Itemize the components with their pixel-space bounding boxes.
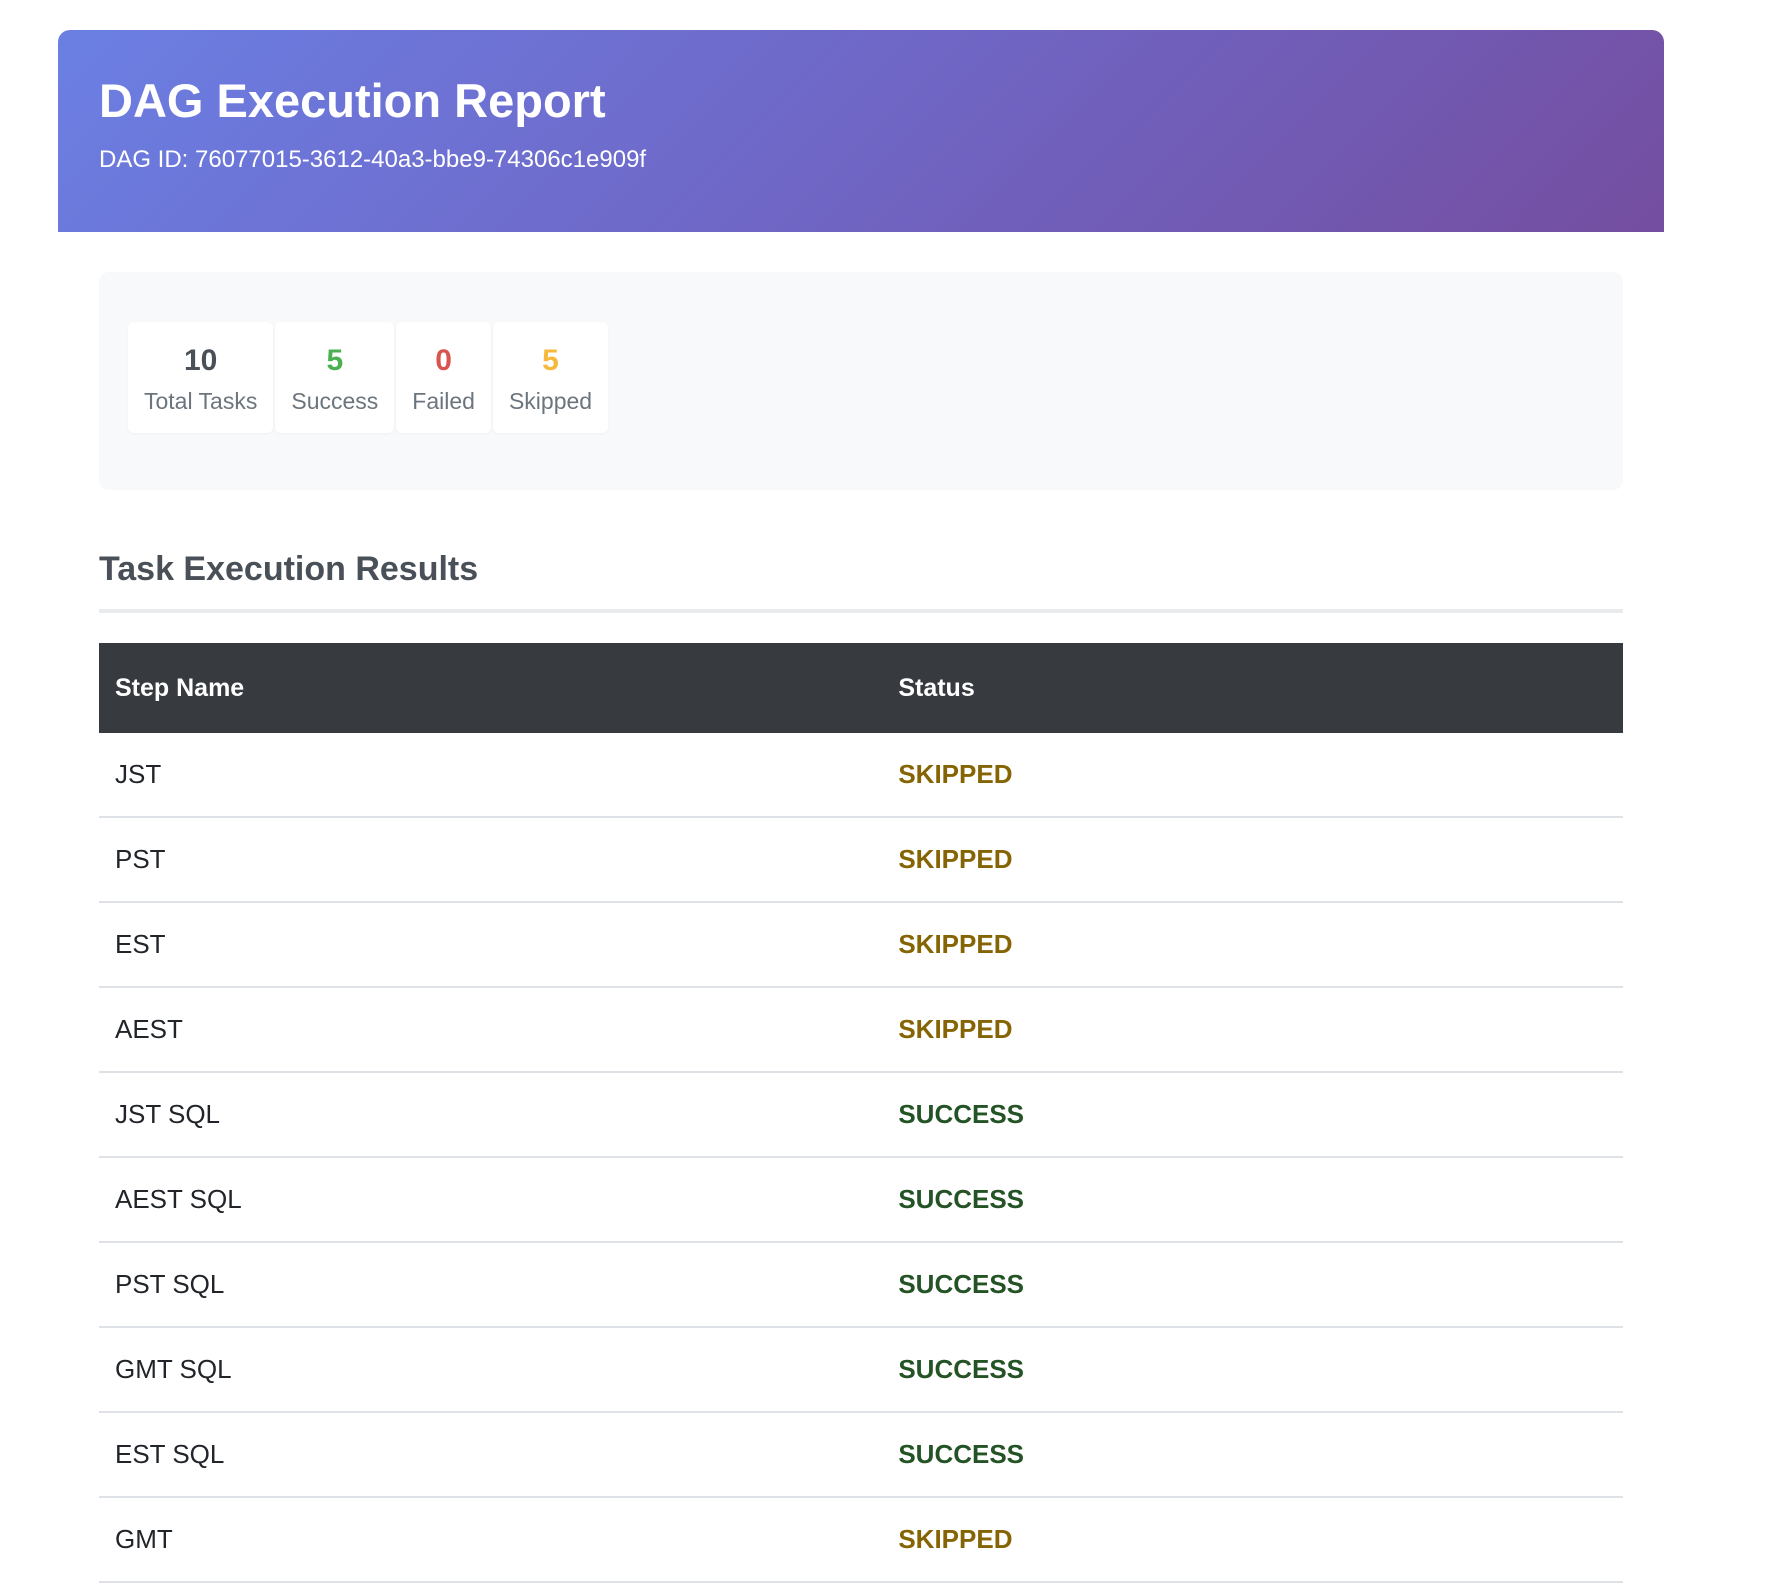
step-name-cell: GMT SQL [99,1327,883,1413]
step-name-cell: EST SQL [99,1412,883,1498]
step-name-cell: GMT [99,1497,883,1583]
stats-row: 10 Total Tasks 5 Success 0 Failed 5 Skip… [128,322,1594,434]
step-name-cell: AEST [99,987,883,1073]
table-row: PST SKIPPED [99,817,1623,903]
step-name-cell: PST SQL [99,1242,883,1328]
status-cell: SUCCESS [882,1327,1623,1413]
stat-label: Skipped [508,387,593,414]
section-title: Task Execution Results [99,550,1623,613]
dag-id-text: DAG ID: 76077015-3612-40a3-bbe9-74306c1e… [99,146,647,174]
stat-total-tasks: 10 Total Tasks [128,322,274,434]
status-cell: SKIPPED [882,817,1623,903]
column-header-status: Status [882,643,1623,733]
table-row: GMT SKIPPED [99,1497,1623,1583]
table-body: JST SKIPPED PST SKIPPED EST SKIPPED AEST… [99,733,1623,1583]
status-cell: SUCCESS [882,1072,1623,1158]
table-row: AEST SKIPPED [99,987,1623,1073]
stat-label: Success [291,387,379,414]
table-row: AEST SQL SUCCESS [99,1157,1623,1243]
step-name-cell: JST SQL [99,1072,883,1158]
status-cell: SUCCESS [882,1157,1623,1243]
step-name-cell: AEST SQL [99,1157,883,1243]
status-cell: SKIPPED [882,902,1623,988]
step-name-cell: EST [99,902,883,988]
table-row: JST SQL SUCCESS [99,1072,1623,1158]
stat-skipped: 5 Skipped [492,322,609,434]
report-content: 10 Total Tasks 5 Success 0 Failed 5 Skip… [58,232,1664,1583]
summary-panel: 10 Total Tasks 5 Success 0 Failed 5 Skip… [99,272,1623,490]
status-cell: SUCCESS [882,1242,1623,1328]
table-row: PST SQL SUCCESS [99,1242,1623,1328]
stat-value: 5 [326,344,344,377]
results-table: Step Name Status JST SKIPPED PST SKIPPED… [99,643,1623,1583]
status-cell: SUCCESS [882,1412,1623,1498]
step-name-cell: JST [99,733,883,818]
stat-label: Total Tasks [144,387,258,414]
table-header: Step Name Status [99,643,1623,733]
report-container: DAG Execution Report DAG ID: 76077015-36… [58,30,1664,1583]
status-cell: SKIPPED [882,733,1623,818]
step-name-cell: PST [99,817,883,903]
table-row: GMT SQL SUCCESS [99,1327,1623,1413]
stat-failed: 0 Failed [396,322,491,434]
table-header-row: Step Name Status [99,643,1623,733]
status-cell: SKIPPED [882,987,1623,1073]
status-cell: SKIPPED [882,1497,1623,1583]
stat-success: 5 Success [275,322,395,434]
stat-value: 5 [542,344,559,377]
stat-value: 10 [183,344,218,377]
stat-value: 0 [435,344,452,377]
page-title: DAG Execution Report [99,74,606,127]
report-header: DAG Execution Report DAG ID: 76077015-36… [58,30,1664,232]
table-row: JST SKIPPED [99,733,1623,818]
table-row: EST SQL SUCCESS [99,1412,1623,1498]
table-row: EST SKIPPED [99,902,1623,988]
stat-label: Failed [412,387,475,414]
column-header-step-name: Step Name [99,643,883,733]
